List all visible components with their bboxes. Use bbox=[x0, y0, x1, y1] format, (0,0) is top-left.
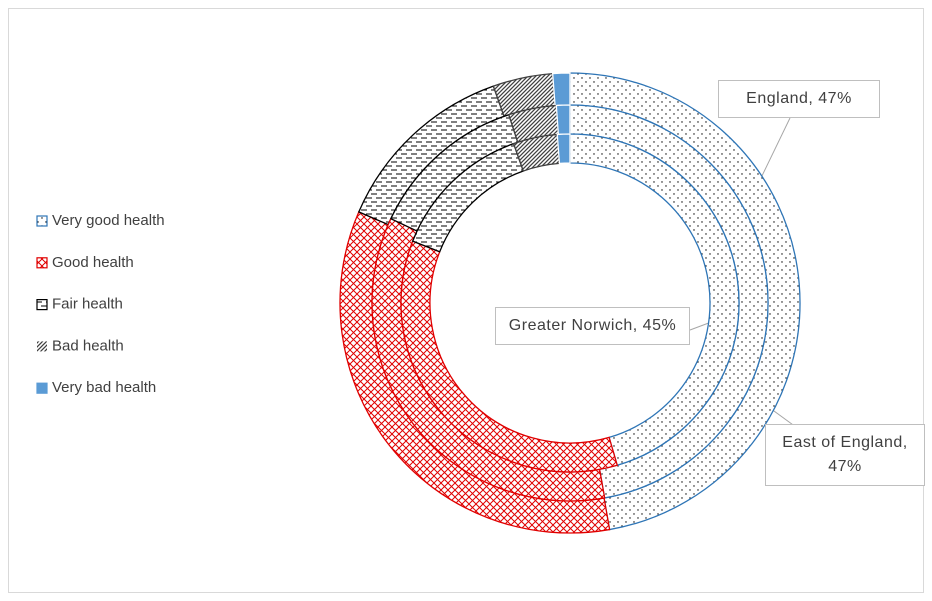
legend-label: Good health bbox=[52, 254, 134, 271]
data-label: Greater Norwich, 45% bbox=[495, 307, 690, 345]
legend-marker bbox=[36, 299, 48, 311]
legend-label: Bad health bbox=[52, 337, 124, 354]
doughnut-segment bbox=[556, 133, 571, 165]
legend-marker bbox=[36, 215, 48, 227]
legend-marker bbox=[36, 382, 48, 394]
legend-label: Fair health bbox=[52, 296, 123, 313]
legend-marker bbox=[37, 341, 47, 352]
data-label: East of England, 47% bbox=[765, 424, 925, 486]
legend-label: Very bad health bbox=[52, 379, 156, 396]
legend-marker bbox=[36, 257, 48, 269]
data-label: England, 47% bbox=[718, 80, 880, 118]
legend-label: Very good health bbox=[52, 212, 165, 229]
doughnut-segment bbox=[555, 104, 571, 136]
doughnut-segment bbox=[551, 72, 571, 107]
chart-border bbox=[8, 8, 924, 593]
